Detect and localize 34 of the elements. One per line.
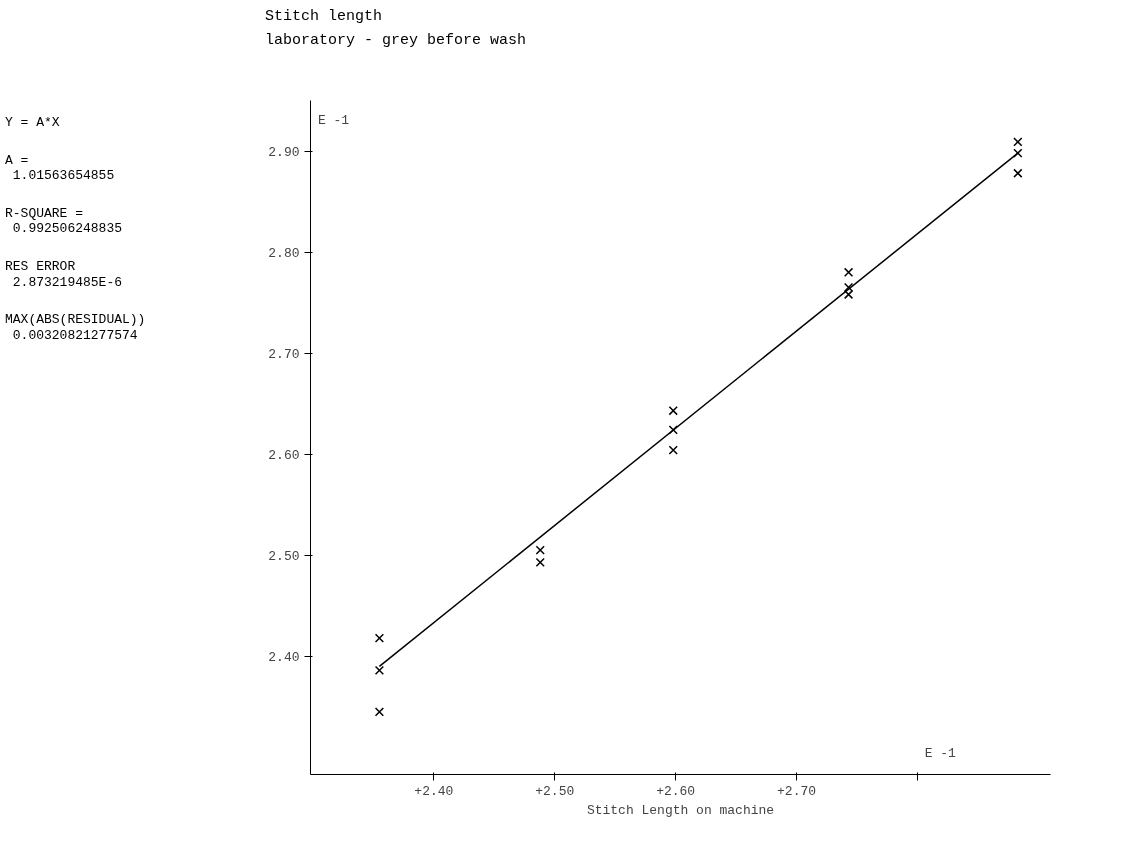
point	[843, 282, 854, 293]
chart-subtitle: laboratory - grey before wash	[265, 32, 527, 49]
y-tick-label: 2.70	[268, 346, 300, 362]
text: Y = A*X	[5, 115, 61, 131]
y-tick-label: 2.60	[268, 447, 300, 463]
point	[374, 665, 385, 676]
text: A = 1.01563654855	[5, 152, 116, 184]
y-tick-label: 2.80	[268, 245, 300, 261]
x-tick-label: +2.40	[414, 783, 454, 799]
x-tick-label: +2.70	[777, 783, 817, 799]
point	[1013, 137, 1023, 147]
x-tick-label: +2.50	[535, 783, 575, 799]
point	[1013, 148, 1023, 158]
text: MAX(ABS(RESIDUAL)) 0.00320821277574	[5, 312, 146, 344]
point	[535, 557, 545, 567]
y-tick-label: 2.50	[268, 548, 300, 564]
y-tick-label: 2.90	[268, 144, 300, 160]
x-tick-label: +2.60	[656, 783, 696, 799]
point	[668, 406, 678, 416]
annotation: E -1	[924, 746, 957, 762]
text: R-SQUARE = 0.992506248835	[5, 205, 124, 237]
point	[668, 425, 678, 435]
point	[374, 633, 385, 643]
point	[1013, 168, 1023, 178]
point	[374, 707, 385, 717]
annotation: E -1	[317, 113, 350, 129]
text: RES ERROR 2.873219485E-6	[5, 258, 124, 291]
point	[668, 445, 678, 455]
point	[843, 289, 854, 300]
point	[535, 545, 545, 555]
x-axis-title: Stitch Length on machine	[586, 802, 775, 818]
y-tick-label: 2.40	[268, 649, 300, 665]
chart-title: Stitch length	[265, 8, 383, 25]
point	[843, 267, 854, 277]
